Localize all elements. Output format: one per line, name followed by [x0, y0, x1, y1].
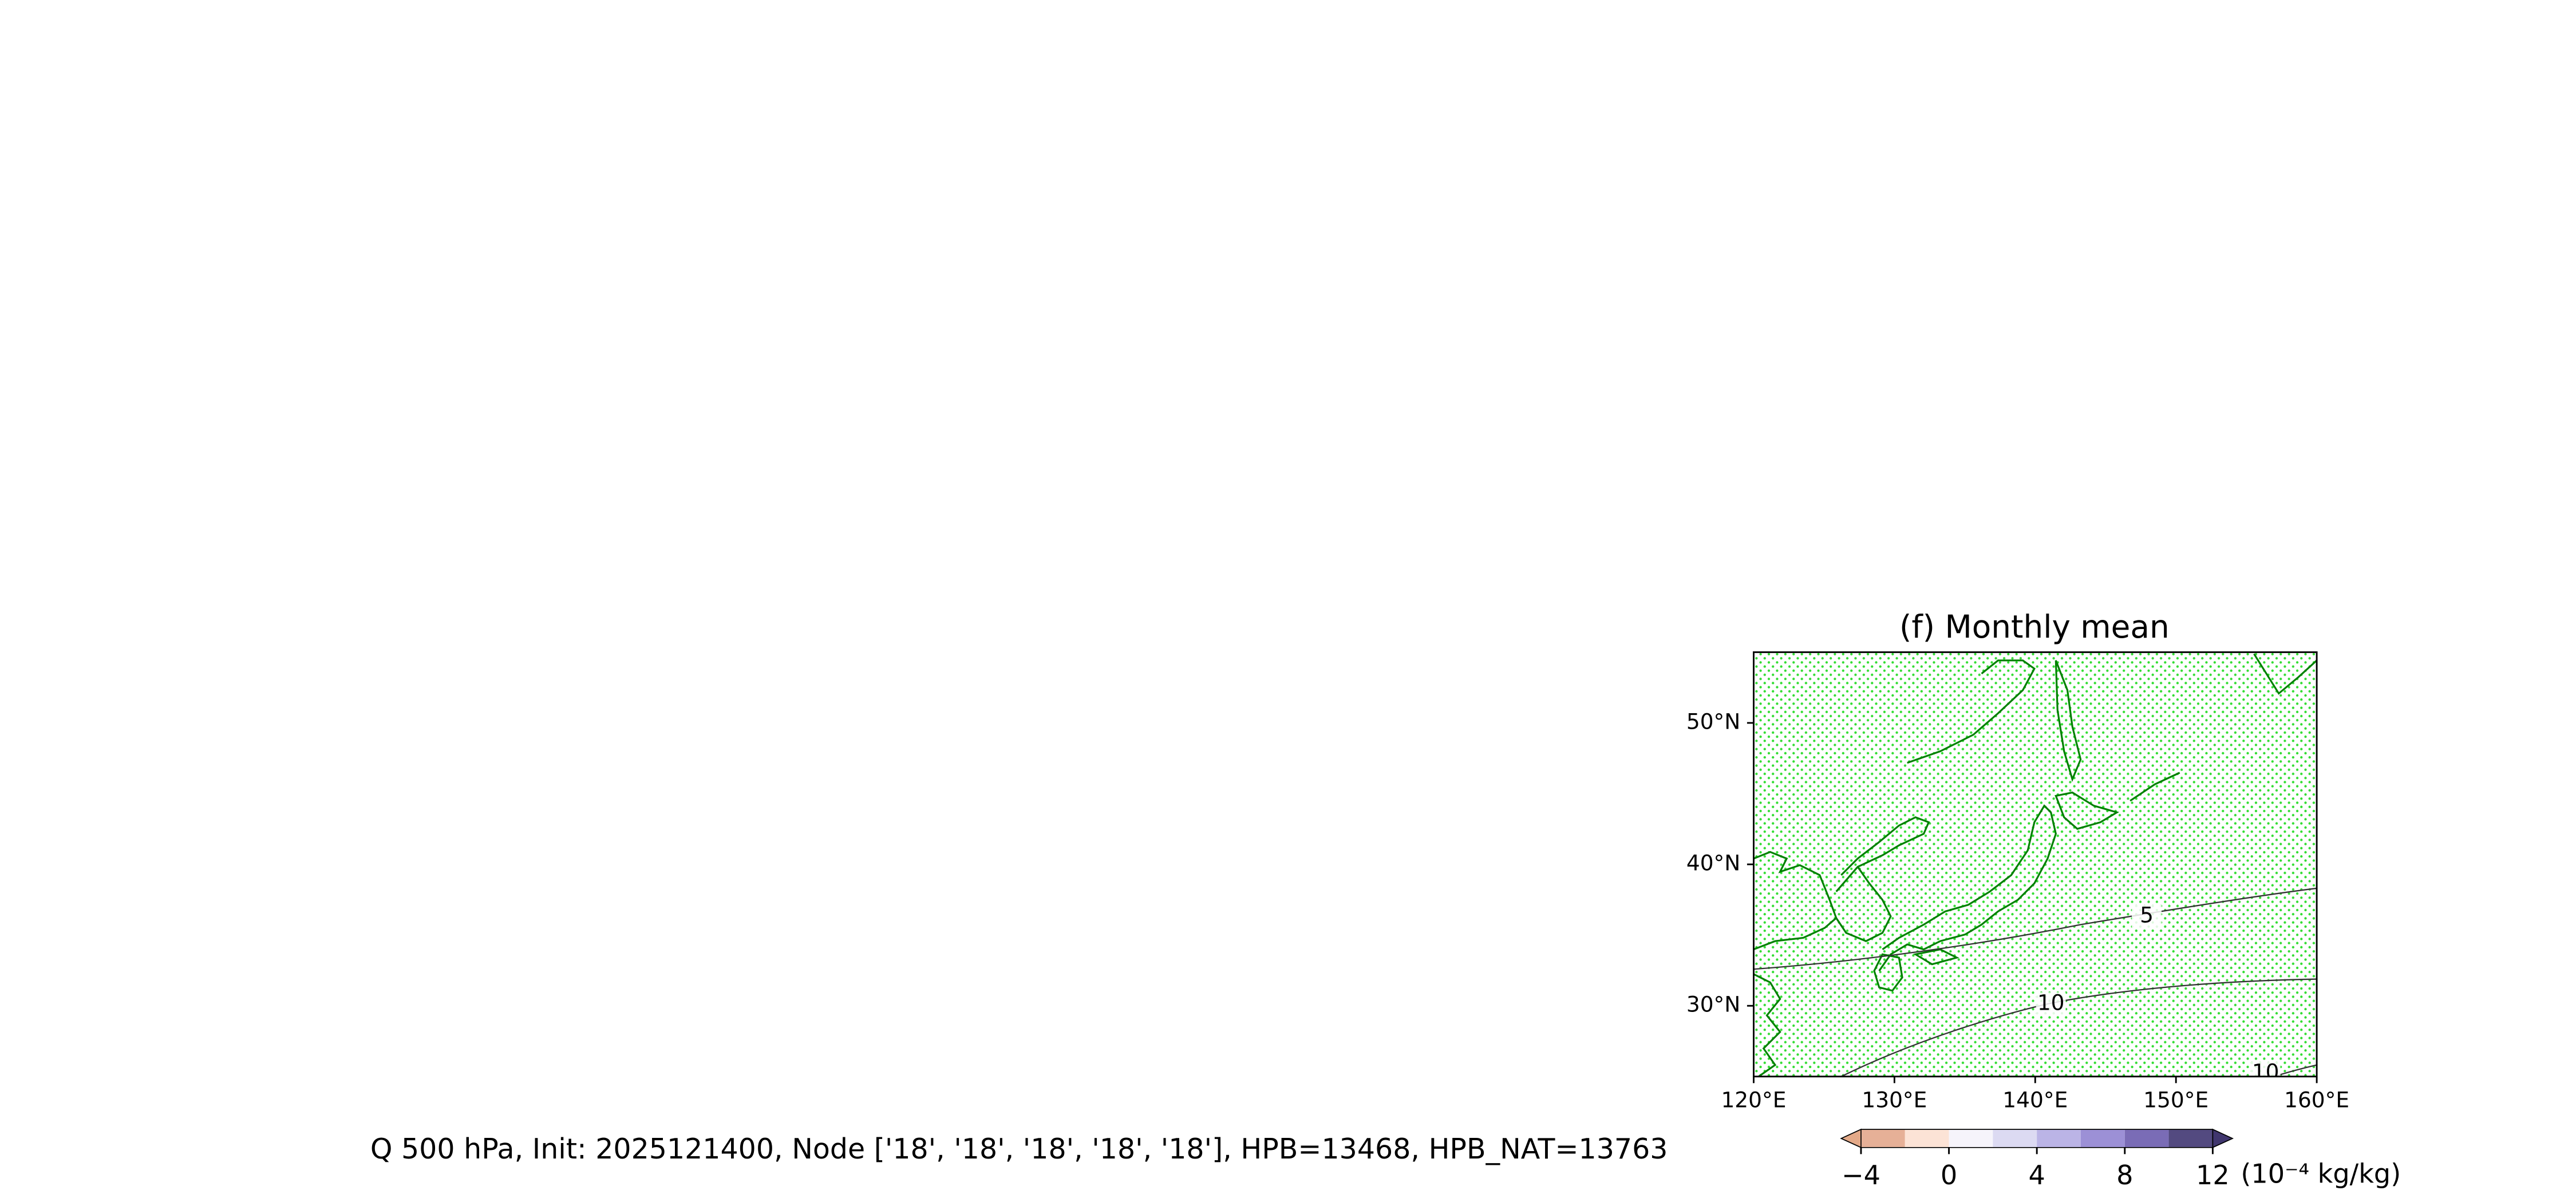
colorbar-segment — [2168, 1129, 2213, 1148]
colorbar-segment — [2124, 1129, 2169, 1148]
contour-line — [1753, 887, 2317, 970]
y-tick-label: 30°N — [1686, 992, 1741, 1017]
coast-kamchatka — [2253, 653, 2317, 695]
colorbar-tick-label: 12 — [2196, 1160, 2230, 1191]
colorbar-tick-label: 0 — [1941, 1160, 1957, 1191]
x-tick-label: 160°E — [2284, 1088, 2349, 1113]
contour-label: 5 — [2140, 902, 2154, 927]
caption: Q 500 hPa, Init: 2025121400, Node ['18',… — [370, 1132, 1668, 1165]
coast-shikoku — [1913, 948, 1959, 966]
colorbar-under — [1840, 1128, 1862, 1149]
coast-china — [1753, 851, 1838, 951]
coast-sakhalin — [2055, 660, 2082, 782]
y-tick-label: 40°N — [1686, 851, 1741, 876]
colorbar-segment — [1860, 1129, 1905, 1148]
x-tick-label: 140°E — [2002, 1088, 2068, 1113]
coast-kurils — [2129, 772, 2180, 802]
y-tick-label: 50°N — [1686, 709, 1741, 734]
coast-korea-north — [1835, 816, 1930, 892]
coastlines — [1753, 653, 2317, 1077]
coast-honshu — [1878, 804, 2057, 972]
stippling — [1753, 652, 2317, 1077]
colorbar-segment — [2080, 1129, 2125, 1148]
contour-line — [2271, 1064, 2317, 1077]
colorbar-tick-label: 4 — [2028, 1160, 2045, 1191]
colorbar-over — [2212, 1128, 2234, 1149]
coast-hokkaido — [2055, 791, 2120, 830]
coast-russia — [1907, 659, 2036, 764]
x-tick-label: 120°E — [1721, 1088, 1786, 1113]
coast-kyushu — [1873, 953, 1903, 992]
colorbar-segment — [2037, 1129, 2081, 1148]
colorbar-tick-label: −4 — [1842, 1160, 1880, 1191]
contour-label-gap — [2250, 1061, 2281, 1077]
map-title: (f) Monthly mean — [1899, 608, 2170, 645]
colorbar-segment — [1949, 1129, 1993, 1148]
colorbar-segment — [1993, 1129, 2037, 1148]
map-area: 5 10 10 — [1753, 652, 2317, 1085]
contour-label-gap — [2036, 992, 2066, 1016]
coast-china-south — [1753, 973, 1781, 1077]
coast-korea — [1835, 866, 1892, 942]
colorbar-label: (10⁻⁴ kg/kg) — [2241, 1158, 2401, 1189]
contours: 5 10 10 — [1753, 887, 2317, 1085]
contour-label: 10 — [2037, 990, 2065, 1015]
contour-label: 10 — [2252, 1059, 2279, 1085]
colorbar-segment — [1905, 1129, 1949, 1148]
x-tick-label: 150°E — [2143, 1088, 2208, 1113]
colorbar-tick-label: 8 — [2116, 1160, 2133, 1191]
contour-label-gap — [2132, 904, 2162, 928]
x-tick-label: 130°E — [1862, 1088, 1927, 1113]
